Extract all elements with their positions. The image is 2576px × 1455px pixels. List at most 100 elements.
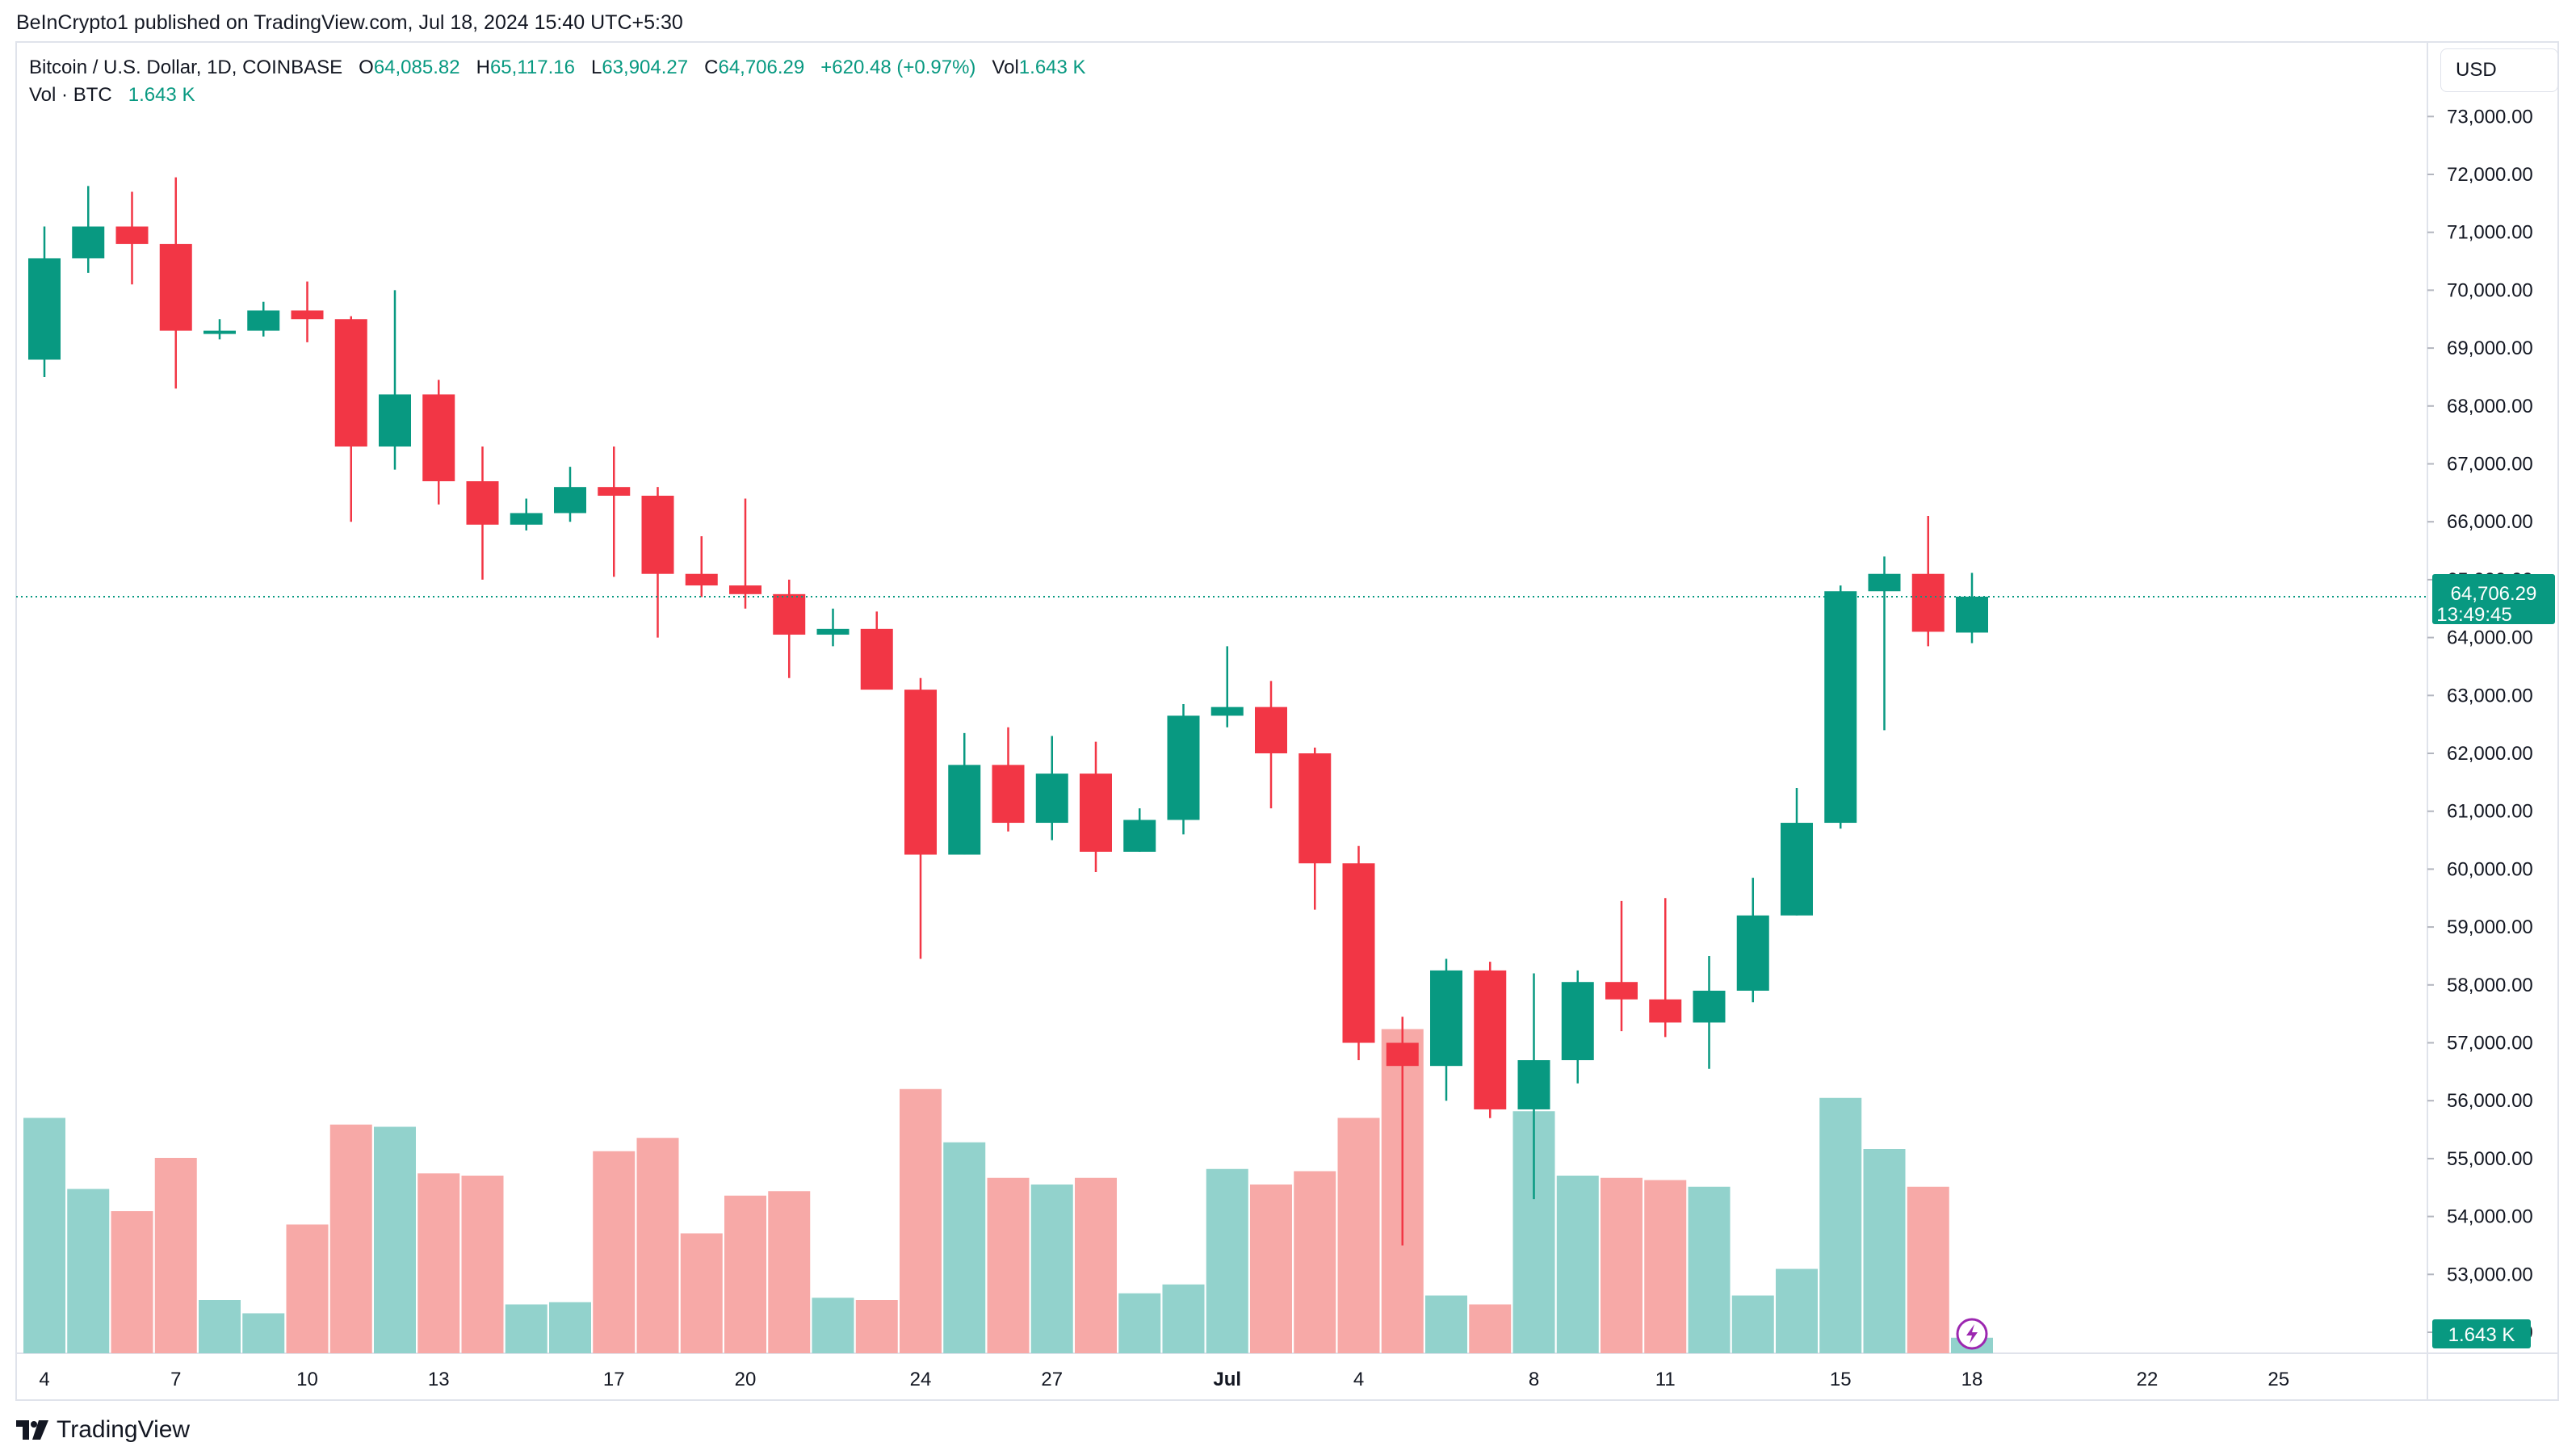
candle-body[interactable] (247, 310, 280, 331)
time-tick-label: 4 (39, 1369, 49, 1390)
time-tick-label: 15 (1830, 1369, 1852, 1390)
candle-body[interactable] (992, 765, 1025, 824)
candle-body[interactable] (1605, 982, 1638, 1000)
candle-body[interactable] (1911, 573, 1945, 632)
volume-bar (417, 1173, 460, 1353)
lightning-glyph (1966, 1324, 1978, 1344)
time-tick-label: 24 (910, 1369, 932, 1390)
candle-body[interactable] (1430, 970, 1462, 1067)
candle-body[interactable] (1386, 1042, 1419, 1067)
candle-body[interactable] (203, 330, 236, 334)
volume-bar (1863, 1149, 1906, 1353)
volume-bar (943, 1142, 986, 1353)
candle-body[interactable] (1517, 1060, 1550, 1109)
candle-body[interactable] (641, 495, 674, 574)
candle-body[interactable] (1080, 774, 1112, 852)
volume-bar (855, 1300, 898, 1353)
candle-body[interactable] (685, 573, 718, 586)
last-price-tag (2432, 573, 2555, 624)
candle-body[interactable] (115, 226, 149, 245)
volume-bar (1162, 1284, 1205, 1353)
tradingview-logo-icon (16, 1420, 48, 1440)
candle-body[interactable] (904, 690, 937, 855)
vol-value: 1.643 K (1018, 57, 1086, 78)
price-tick-label: 63,000.00 (2447, 685, 2533, 707)
candle-body[interactable] (1781, 823, 1813, 916)
price-tick-label: 54,000.00 (2447, 1206, 2533, 1228)
candle-body[interactable] (598, 487, 631, 496)
volume-tag (2432, 1319, 2531, 1348)
close-label: C (704, 57, 719, 78)
candle-body[interactable] (422, 394, 455, 482)
candle-body[interactable] (1298, 753, 1332, 864)
candle-body[interactable] (1342, 863, 1375, 1043)
volume-legend[interactable]: Vol · BTC 1.643 K (29, 84, 195, 107)
volume-bar (1601, 1177, 1643, 1353)
candle-body[interactable] (1649, 999, 1682, 1023)
candle-body[interactable] (1123, 820, 1156, 852)
volume-bar (461, 1176, 504, 1353)
candle-body[interactable] (1561, 982, 1594, 1061)
time-tick-label: 7 (170, 1369, 181, 1390)
candle-body[interactable] (1693, 990, 1726, 1023)
candle-body[interactable] (729, 585, 761, 594)
volume-bar (680, 1233, 723, 1353)
price-tick-label: 64,000.00 (2447, 627, 2533, 649)
ohlc-legend: Bitcoin / U.S. Dollar, 1D, COINBASE O64,… (29, 57, 1086, 79)
candle-body[interactable] (1868, 573, 1901, 592)
time-tick-label: 25 (2268, 1369, 2289, 1390)
candle-body[interactable] (1255, 707, 1287, 753)
tradingview-brand: TradingView (57, 1416, 191, 1443)
candle-body[interactable] (948, 765, 981, 855)
volume-bar (593, 1151, 636, 1353)
candle-body[interactable] (1474, 970, 1507, 1109)
price-tick-label: 66,000.00 (2447, 511, 2533, 533)
candle-body[interactable] (159, 244, 192, 331)
candle-body[interactable] (379, 394, 411, 447)
chart-frame (15, 41, 2559, 1401)
candle-body[interactable] (28, 258, 61, 360)
candle-body[interactable] (1167, 715, 1200, 820)
volume-tag-label: 1.643 K (2448, 1324, 2515, 1346)
candle-body[interactable] (1824, 591, 1857, 824)
publisher-line: BeInCrypto1 published on TradingView.com… (16, 11, 683, 34)
high-label: H (476, 57, 490, 78)
candle-body[interactable] (1035, 774, 1068, 824)
candle-body[interactable] (554, 487, 586, 514)
volume-bar (812, 1298, 854, 1353)
candle-body[interactable] (72, 226, 105, 258)
volume-bar (1337, 1117, 1380, 1353)
price-tick-label: 55,000.00 (2447, 1148, 2533, 1170)
currency-button[interactable]: USD (2440, 48, 2558, 92)
volume-bar (67, 1189, 110, 1353)
candle-body[interactable] (510, 513, 543, 525)
volume-bar (1425, 1295, 1467, 1353)
volume-bar (1688, 1186, 1731, 1353)
volume-bar (987, 1177, 1030, 1353)
volume-bar (111, 1211, 153, 1353)
time-tick-label: 13 (428, 1369, 450, 1390)
volume-bar (286, 1224, 329, 1353)
tradingview-footer[interactable]: TradingView (16, 1416, 190, 1444)
price-tick-label: 53,000.00 (2447, 1264, 2533, 1285)
countdown-label: 13:49:45 (2436, 604, 2511, 626)
candle-body[interactable] (1736, 915, 1769, 991)
candle-body[interactable] (1956, 596, 1988, 633)
candle-body[interactable] (773, 593, 806, 635)
candle-body[interactable] (334, 319, 367, 447)
volume-bar (636, 1138, 679, 1353)
candle-body[interactable] (1210, 707, 1244, 716)
candle-body[interactable] (860, 628, 893, 690)
close-value: 64,706.29 (718, 57, 805, 78)
candle-body[interactable] (466, 481, 499, 525)
symbol-name[interactable]: Bitcoin / U.S. Dollar, 1D, COINBASE (29, 57, 343, 78)
candle-body[interactable] (816, 628, 850, 635)
candle-body[interactable] (291, 310, 324, 320)
price-tick-label: 68,000.00 (2447, 396, 2533, 417)
time-tick-label: 27 (1041, 1369, 1063, 1390)
price-tick-label: 69,000.00 (2447, 338, 2533, 359)
price-tick-label: 57,000.00 (2447, 1033, 2533, 1055)
volume-bar (549, 1302, 591, 1353)
volume-bar (1556, 1176, 1599, 1353)
